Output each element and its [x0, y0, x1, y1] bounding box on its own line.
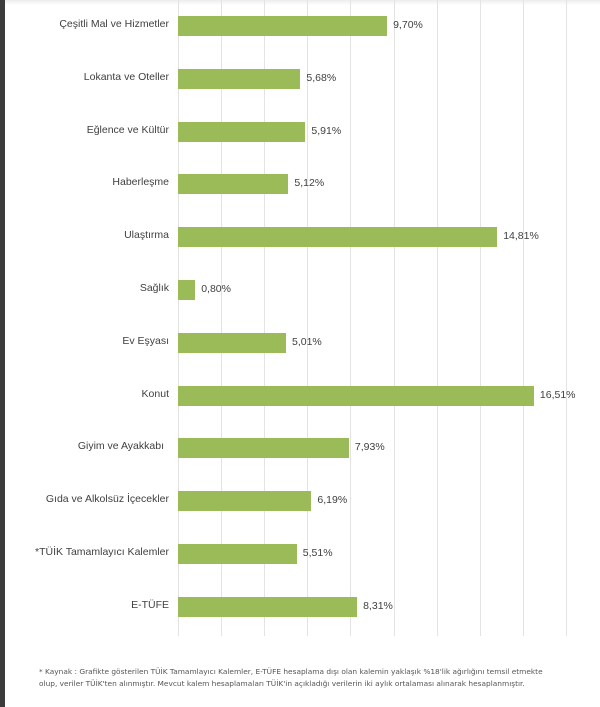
bar-row: Eğlence ve Kültür 5,91%: [0, 122, 600, 142]
bar-row: Ulaştırma 14,81%: [0, 227, 600, 247]
bar-row: Ev Eşyası 5,01%: [0, 333, 600, 353]
category-label: Eğlence ve Kültür: [86, 124, 169, 136]
plot-area: [178, 0, 567, 636]
gridline: [523, 0, 524, 636]
bar: [178, 69, 301, 89]
category-label: Ev Eşyası: [122, 335, 169, 347]
gridline: [437, 0, 438, 636]
bar-row: Sağlık 0,80%: [0, 280, 600, 300]
gridline: [350, 0, 351, 636]
bar-row: *TÜİK Tamamlayıcı Kalemler 5,51%: [0, 544, 600, 564]
bar: [178, 438, 349, 458]
gridline: [178, 0, 179, 636]
bar-row: Haberleşme 5,12%: [0, 174, 600, 194]
value-label: 7,93%: [354, 441, 385, 453]
gridline: [307, 0, 308, 636]
bar: [178, 491, 312, 511]
bar-row: Gıda ve Alkolsüz İçecekler 6,19%: [0, 491, 600, 511]
bar-row: Giyim ve Ayakkabı 7,93%: [0, 438, 600, 458]
footnote: * Kaynak : Grafikte gösterilen TÜİK Tama…: [39, 666, 584, 690]
value-label: 0,80%: [201, 283, 231, 295]
category-label: Gıda ve Alkolsüz İçecekler: [45, 493, 169, 505]
category-label: Lokanta ve Oteller: [83, 71, 169, 83]
value-label: 5,51%: [302, 547, 333, 559]
gridline: [480, 0, 481, 636]
bar-row: Konut 16,51%: [0, 386, 600, 406]
bar-row: Çeşitli Mal ve Hizmetler 9,70%: [0, 16, 600, 36]
bar: [178, 122, 306, 142]
bar: [178, 333, 286, 353]
value-label: 14,81%: [503, 230, 539, 242]
bar: [178, 16, 388, 36]
value-label: 9,70%: [393, 19, 423, 31]
category-label: *TÜİK Tamamlayıcı Kalemler: [34, 546, 169, 558]
value-label: 6,19%: [317, 494, 348, 506]
footnote-line-2: olup, veriler TÜİK'ten alınmıştır. Mevcu…: [39, 679, 525, 688]
bar: [178, 597, 358, 617]
category-label: E-TÜFE: [131, 599, 169, 611]
category-label: Ulaştırma: [124, 229, 169, 241]
category-label: Haberleşme: [112, 176, 169, 188]
category-label: Çeşitli Mal ve Hizmetler: [59, 18, 169, 30]
gridline: [264, 0, 265, 636]
value-label: 5,91%: [311, 125, 342, 137]
footnote-line-1: * Kaynak : Grafikte gösterilen TÜİK Tama…: [39, 667, 543, 676]
category-label: Sağlık: [139, 282, 169, 294]
value-label: 8,31%: [363, 600, 393, 612]
bar-row: Lokanta ve Oteller 5,68%: [0, 69, 600, 89]
gridline: [566, 0, 567, 636]
gridline: [394, 0, 395, 636]
bar: [178, 280, 196, 300]
bar-row: E-TÜFE 8,31%: [0, 597, 600, 617]
top-shadow: [5, 0, 600, 5]
value-label: 16,51%: [539, 389, 576, 401]
value-label: 5,01%: [292, 336, 322, 348]
category-label: Giyim ve Ayakkabı: [77, 440, 164, 452]
bar: [178, 227, 498, 247]
value-label: 5,12%: [294, 177, 325, 189]
window-edge: [0, 0, 5, 707]
value-label: 5,68%: [306, 72, 337, 84]
bar: [178, 386, 534, 406]
bar: [178, 174, 289, 194]
gridline: [221, 0, 222, 636]
bar: [178, 544, 297, 564]
category-label: Konut: [141, 388, 169, 400]
